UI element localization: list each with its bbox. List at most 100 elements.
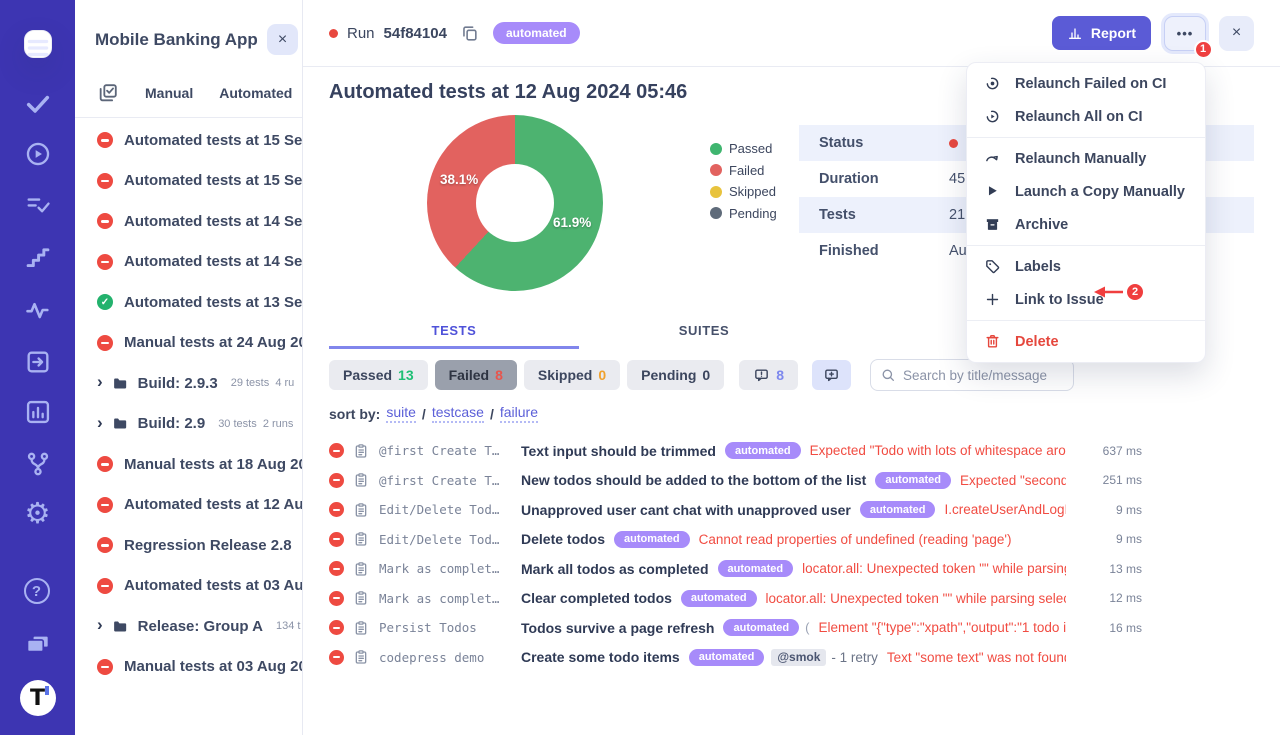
report-chart-icon (1067, 25, 1083, 41)
sign-in-icon[interactable] (24, 348, 52, 376)
run-group-item[interactable]: › Release: Group A 134 t (97, 615, 301, 635)
add-comment-filter-button[interactable] (811, 360, 851, 390)
more-actions-button[interactable]: ••• 1 (1164, 15, 1213, 59)
activity-icon[interactable] (24, 296, 52, 324)
filter-failed[interactable]: Failed 8 (434, 360, 517, 390)
menu-item-relaunch-all[interactable]: Relaunch All on CI (967, 100, 1205, 133)
check-icon[interactable] (24, 90, 52, 118)
close-run-button[interactable]: × (1219, 15, 1254, 51)
run-label: Run (347, 24, 375, 42)
run-list-item[interactable]: Automated tests at 15 Sep (75, 161, 302, 202)
testcase-icon (353, 620, 369, 636)
testcase-icon (353, 561, 369, 577)
test-row[interactable]: codepress demo Create some todo items auto… (329, 643, 1254, 673)
report-button[interactable]: Report (1051, 16, 1151, 50)
annotation-badge-2: 2 (1127, 284, 1143, 300)
filter-passed[interactable]: Passed 13 (329, 360, 428, 390)
run-list-item[interactable]: Manual tests at 18 Aug 2024 (75, 444, 302, 485)
failed-status-icon (329, 561, 344, 577)
chevron-right-icon[interactable]: › (97, 615, 103, 635)
menu-item-link-to-issue[interactable]: Link to Issue (967, 283, 1205, 316)
test-duration: 16 ms (1109, 620, 1142, 635)
menu-item-relaunch-manually[interactable]: Relaunch Manually (967, 142, 1205, 175)
menu-item-launch-copy[interactable]: Launch a Copy Manually (967, 175, 1205, 208)
run-list-item[interactable]: Automated tests at 13 Sep (75, 282, 302, 323)
test-row[interactable]: Edit/Delete Tod… Delete todos automated Can… (329, 525, 1254, 555)
automated-badge: automated (724, 442, 801, 460)
run-list-item[interactable]: Regression Release 2.8fron (75, 525, 302, 566)
run-list-item[interactable]: Automated tests at 03 Aug (75, 566, 302, 607)
nav-rail: ⚙ ? T (0, 0, 75, 735)
run-group-item[interactable]: › Build: 2.9 30 tests 2 runs (97, 412, 294, 433)
folder-icon (112, 618, 129, 635)
content-tabs: TESTS SUITES (329, 315, 829, 349)
run-list-item[interactable]: Automated tests at 15 Sep (75, 120, 302, 161)
bar-chart-icon[interactable] (24, 398, 52, 426)
filter-bar: Passed 13 Failed 8 Skipped 0 Pending 0 8 (329, 359, 1254, 391)
menu-item-labels[interactable]: Labels (967, 250, 1205, 283)
sort-by-failure[interactable]: failure (499, 404, 538, 423)
test-row[interactable]: Mark as complet… Mark all todos as comple… (329, 554, 1254, 584)
menu-item-relaunch-failed[interactable]: Relaunch Failed on CI (967, 67, 1205, 100)
tab-automated[interactable]: Automated (219, 85, 293, 101)
redo-arrow-icon (984, 150, 1001, 167)
runs-list: Automated tests at 15 Sep Automated test… (75, 118, 302, 687)
hamburger-menu-icon[interactable] (23, 30, 52, 58)
test-row[interactable]: Persist Todos Todos survive a page refres… (329, 613, 1254, 643)
run-list-item[interactable]: Manual tests at 24 Aug 2024 (75, 323, 302, 364)
play-circle-icon[interactable] (24, 140, 52, 168)
sort-by-suite[interactable]: suite (386, 404, 416, 423)
legend-dot-failed (710, 164, 722, 177)
search-box (869, 359, 1074, 391)
failed-status-icon (97, 658, 113, 675)
folders-icon[interactable] (24, 630, 52, 658)
filter-skipped[interactable]: Skipped 0 (523, 360, 621, 390)
project-close-button[interactable]: × (267, 24, 298, 55)
automated-badge: automated (492, 22, 580, 44)
error-message: Cannot read properties of undefined (rea… (698, 531, 1012, 547)
search-input[interactable] (869, 359, 1074, 391)
sort-by-testcase[interactable]: testcase (431, 404, 484, 423)
run-id: 54f84104 (383, 24, 447, 42)
run-list-item[interactable]: Manual tests at 03 Aug 202 (75, 647, 302, 688)
automated-badge: automated (717, 560, 794, 578)
chevron-right-icon[interactable]: › (97, 372, 103, 392)
steps-icon[interactable] (24, 244, 52, 272)
tab-tests[interactable]: TESTS (329, 315, 579, 349)
run-group-item[interactable]: › Build: 2.9.3 29 tests 4 ru (97, 372, 295, 392)
test-row[interactable]: @first Create T… New todos should be adde… (329, 466, 1254, 496)
run-list-item[interactable]: Automated tests at 12 Aug (75, 485, 302, 526)
git-branch-icon[interactable] (24, 450, 52, 478)
run-list-item[interactable]: Automated tests at 14 Sep (75, 242, 302, 283)
select-all-icon[interactable] (97, 82, 119, 104)
gear-icon[interactable]: ⚙ (24, 498, 51, 530)
run-group-meta: 134 t (275, 620, 301, 633)
copy-icon[interactable] (460, 24, 479, 43)
app-logo[interactable]: T (19, 680, 56, 716)
run-type-tabs: Manual Automated (75, 55, 302, 118)
run-list-item[interactable]: Automated tests at 14 Sep (75, 201, 302, 242)
error-message: locator.all: Unexpected token "" while p… (802, 561, 1066, 577)
testcase-icon (353, 531, 369, 547)
list-check-icon[interactable] (24, 192, 52, 220)
test-row[interactable]: @first Create T… Text input should be tri… (329, 436, 1254, 466)
menu-item-delete[interactable]: Delete (967, 325, 1205, 358)
failed-status-icon (329, 502, 344, 518)
failed-status-icon (329, 472, 344, 488)
retry-label: - 1 retry (831, 649, 878, 665)
test-row[interactable]: Edit/Delete Tod… Unapproved user cant cha… (329, 495, 1254, 525)
comment-icon (753, 367, 770, 384)
tab-manual[interactable]: Manual (145, 85, 194, 101)
play-icon (984, 183, 1001, 200)
relaunch-failed-icon (984, 75, 1001, 92)
tag-icon (984, 258, 1001, 275)
annotation-badge-1: 1 (1194, 39, 1213, 59)
tab-suites[interactable]: SUITES (678, 323, 730, 338)
menu-item-archive[interactable]: Archive (967, 208, 1205, 241)
chevron-right-icon[interactable]: › (97, 412, 103, 432)
help-icon[interactable]: ? (23, 578, 52, 606)
test-row[interactable]: Mark as complet… Clear completed todos aut… (329, 584, 1254, 614)
filter-pending[interactable]: Pending 0 (627, 360, 725, 390)
filter-comments[interactable]: 8 (739, 360, 798, 390)
